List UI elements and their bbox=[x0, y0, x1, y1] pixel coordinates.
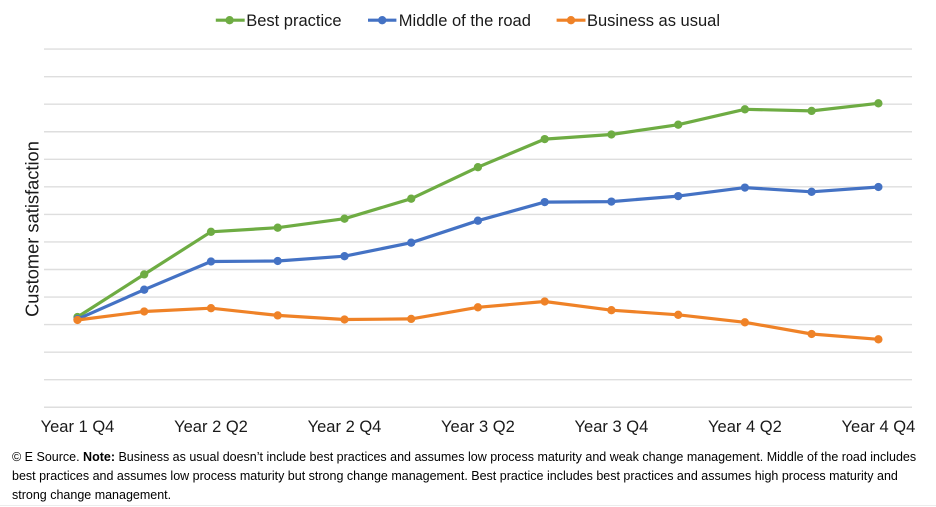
svg-text:Best practice: Best practice bbox=[246, 12, 341, 30]
svg-text:Customer satisfaction: Customer satisfaction bbox=[22, 141, 43, 317]
svg-text:Middle of the road: Middle of the road bbox=[399, 12, 531, 30]
svg-text:Year 4 Q4: Year 4 Q4 bbox=[842, 418, 916, 436]
svg-text:Year 3 Q2: Year 3 Q2 bbox=[441, 418, 515, 436]
svg-text:Business as usual: Business as usual bbox=[587, 12, 720, 30]
svg-text:Year 2 Q2: Year 2 Q2 bbox=[174, 418, 248, 436]
svg-text:Year 4 Q2: Year 4 Q2 bbox=[708, 418, 782, 436]
svg-text:Year 2 Q4: Year 2 Q4 bbox=[308, 418, 382, 436]
svg-text:Year 1 Q4: Year 1 Q4 bbox=[41, 418, 115, 436]
svg-text:Year 3 Q4: Year 3 Q4 bbox=[575, 418, 649, 436]
